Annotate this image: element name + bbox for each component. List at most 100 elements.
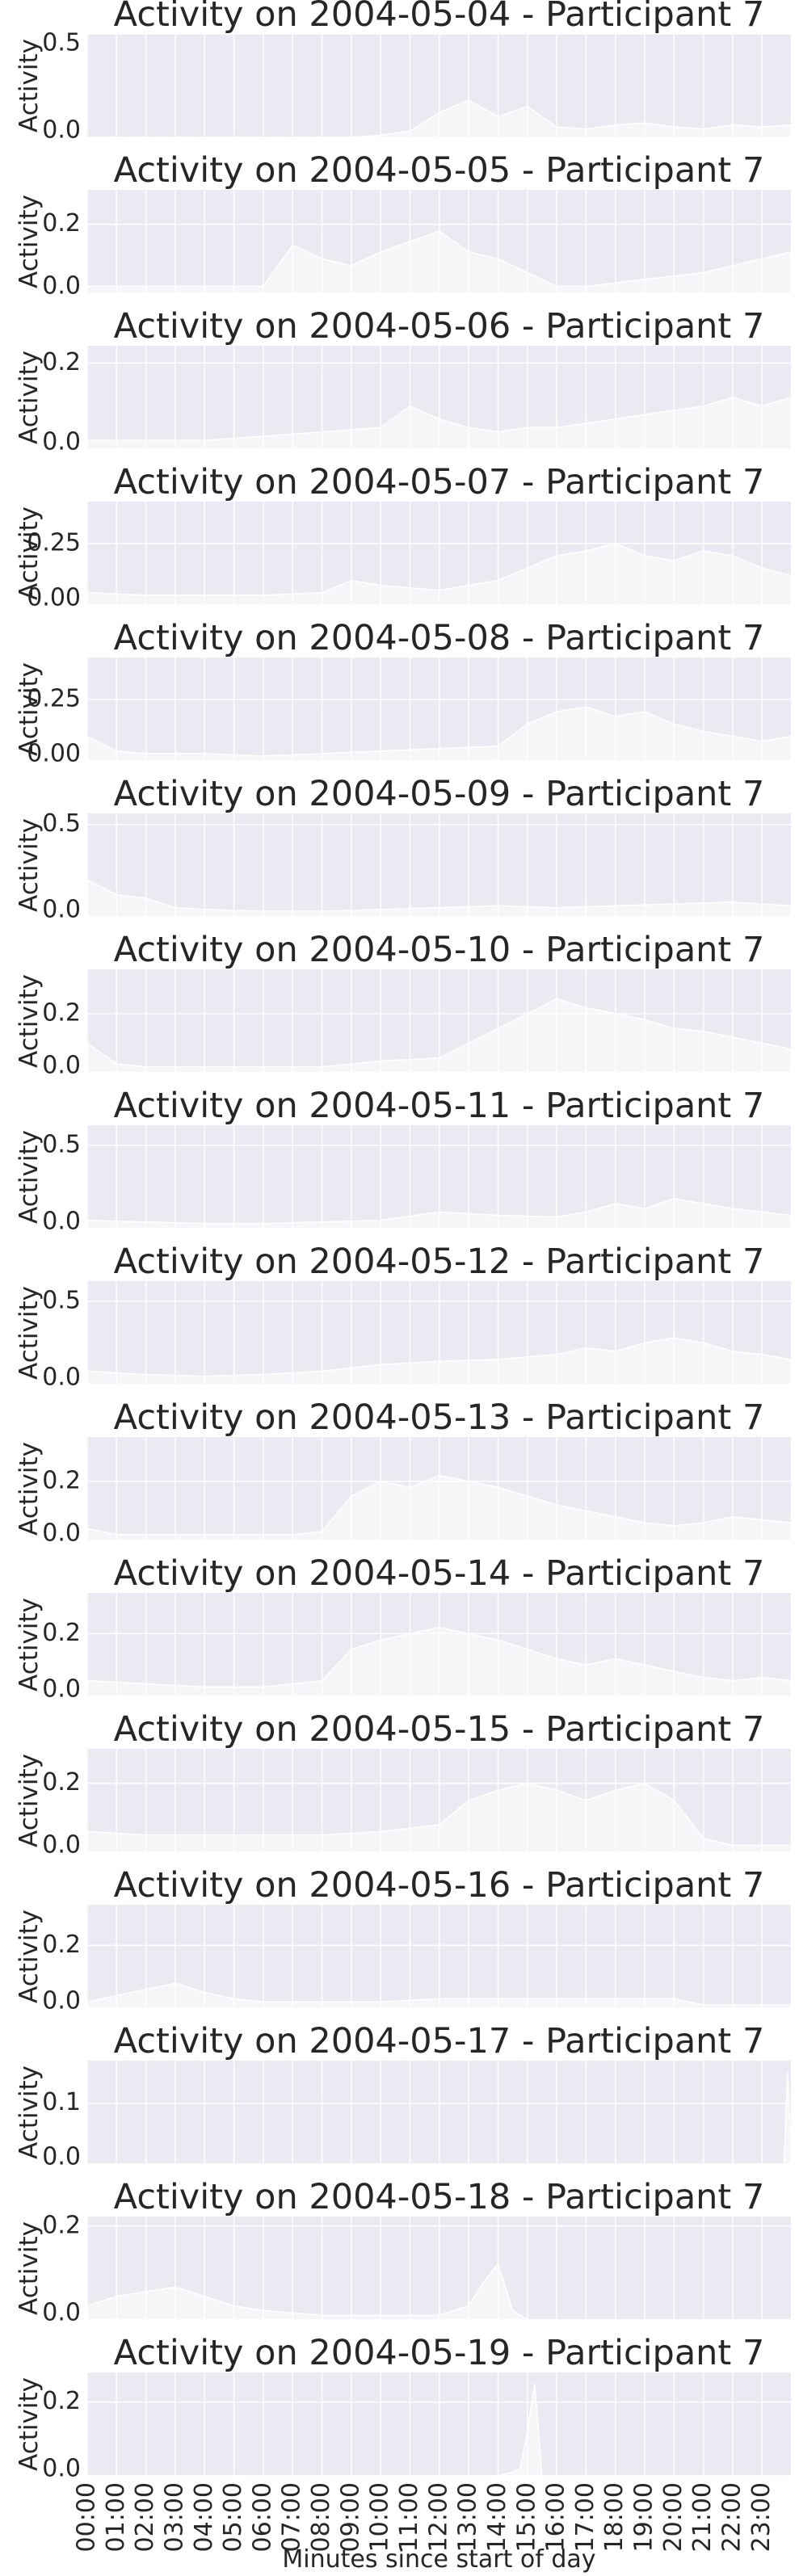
y-tick-label: 0.0 — [42, 1208, 81, 1236]
y-tick-label: 0.2 — [42, 1931, 81, 1959]
y-tick-label: 0.0 — [42, 1675, 81, 1704]
x-tick-label: 10:00 — [366, 2482, 394, 2552]
y-axis-label: Activity — [15, 195, 44, 288]
y-tick-label: 0.0 — [42, 116, 81, 145]
subplot-1: Activity on 2004-05-04 - Participant 7 Ac… — [15, 0, 792, 145]
subplot-title: Activity on 2004-05-13 - Participant 7 — [114, 1397, 765, 1438]
y-axis-label: Activity — [15, 818, 44, 912]
subplot-14: Activity on 2004-05-17 - Participant 7 Ac… — [15, 2021, 792, 2171]
x-tick-label: 20:00 — [659, 2482, 688, 2552]
x-tick-label: 03:00 — [160, 2482, 188, 2552]
subplot-title: Activity on 2004-05-18 - Participant 7 — [114, 2177, 765, 2217]
x-axis-label: Minutes since start of day — [282, 2545, 595, 2574]
x-tick-label: 18:00 — [600, 2482, 629, 2552]
subplot-title: Activity on 2004-05-19 - Participant 7 — [114, 2333, 765, 2373]
x-tick-label: 22:00 — [717, 2482, 746, 2552]
y-tick-label: 0.0 — [42, 1364, 81, 1392]
y-tick-label: 0.0 — [42, 2299, 81, 2327]
y-tick-label: 0.2 — [42, 998, 81, 1027]
y-axis-label: Activity — [15, 1130, 44, 1224]
activity-series — [86, 1626, 792, 1697]
y-tick-label: 0.5 — [42, 1286, 81, 1314]
y-tick-label: 0.1 — [42, 2088, 81, 2116]
y-axis-label: Activity — [15, 662, 44, 756]
activity-series — [86, 543, 792, 606]
subplot-3: Activity on 2004-05-06 - Participant 7 Ac… — [15, 306, 792, 456]
subplot-title: Activity on 2004-05-09 - Participant 7 — [114, 774, 765, 814]
x-tick-label: 01:00 — [102, 2482, 130, 2552]
activity-series — [87, 2383, 791, 2477]
subplot-title: Activity on 2004-05-16 - Participant 7 — [114, 1865, 765, 1906]
x-tick-label: 02:00 — [131, 2482, 159, 2552]
subplot-10: Activity on 2004-05-13 - Participant 7 Ac… — [15, 1397, 792, 1548]
y-tick-label: 0.0 — [42, 1831, 81, 1860]
x-tick-label: 00:00 — [73, 2482, 101, 2552]
activity-series — [86, 2262, 791, 2321]
subplot-title: Activity on 2004-05-12 - Participant 7 — [114, 1242, 765, 1282]
activity-series — [86, 706, 792, 762]
x-tick-label: 15:00 — [512, 2482, 540, 2552]
activity-series — [86, 1474, 792, 1541]
x-tick-label: 14:00 — [483, 2482, 511, 2552]
y-tick-label: 0.0 — [42, 272, 81, 300]
subplot-6: Activity on 2004-05-09 - Participant 7 Ac… — [15, 774, 792, 924]
y-tick-label: 0.2 — [42, 2387, 81, 2415]
subplot-title: Activity on 2004-05-10 - Participant 7 — [114, 930, 765, 970]
y-axis-label: Activity — [15, 2221, 44, 2315]
subplot-16: Activity on 2004-05-19 - Participant 7 Ac… — [15, 2333, 791, 2483]
subplot-2: Activity on 2004-05-05 - Participant 7 Ac… — [15, 150, 792, 300]
activity-series — [86, 879, 792, 918]
y-tick-label: 0.5 — [42, 29, 81, 57]
subplot-title: Activity on 2004-05-17 - Participant 7 — [114, 2021, 765, 2061]
activity-series — [86, 1782, 792, 1853]
subplot-title: Activity on 2004-05-14 - Participant 7 — [114, 1553, 765, 1594]
x-tick-label: 19:00 — [630, 2482, 658, 2552]
y-tick-label: 0.2 — [42, 1768, 81, 1796]
activity-series — [87, 99, 792, 138]
activity-series — [86, 998, 792, 1074]
x-tick-label: 04:00 — [190, 2482, 218, 2552]
x-tick-label: 09:00 — [336, 2482, 364, 2552]
y-tick-label: 0.00 — [27, 584, 81, 612]
y-tick-label: 0.25 — [27, 684, 81, 712]
y-tick-label: 0.0 — [42, 896, 81, 924]
activity-series — [86, 1198, 792, 1229]
x-tick-label: 07:00 — [278, 2482, 306, 2552]
y-tick-label: 0.2 — [42, 1466, 81, 1494]
y-tick-label: 0.0 — [42, 428, 81, 456]
y-tick-label: 0.25 — [27, 528, 81, 557]
y-axis-label: Activity — [15, 1286, 44, 1380]
subplot-5: Activity on 2004-05-08 - Participant 7 Ac… — [15, 618, 792, 768]
subplot-title: Activity on 2004-05-11 - Participant 7 — [114, 1086, 765, 1126]
y-axis-label: Activity — [15, 2065, 44, 2159]
y-axis-label: Activity — [15, 1442, 44, 1536]
subplot-12: Activity on 2004-05-15 - Participant 7 Ac… — [15, 1709, 792, 1860]
subplot-8: Activity on 2004-05-11 - Participant 7 Ac… — [15, 1086, 792, 1236]
subplot-11: Activity on 2004-05-14 - Participant 7 Ac… — [15, 1553, 792, 1704]
y-tick-label: 0.2 — [42, 2212, 81, 2240]
activity-series — [87, 2073, 792, 2165]
y-tick-label: 0.0 — [42, 1519, 81, 1548]
subplot-13: Activity on 2004-05-16 - Participant 7 Ac… — [15, 1865, 792, 2015]
subplot-title: Activity on 2004-05-06 - Participant 7 — [114, 306, 765, 347]
y-tick-label: 0.0 — [42, 2455, 81, 2483]
x-tick-label: 16:00 — [542, 2482, 570, 2552]
x-tick-label: 17:00 — [571, 2482, 599, 2552]
activity-series — [86, 1982, 792, 2009]
subplot-9: Activity on 2004-05-12 - Participant 7 Ac… — [15, 1242, 792, 1392]
x-tick-label: 08:00 — [307, 2482, 335, 2552]
x-tick-label: 23:00 — [747, 2482, 776, 2552]
x-tick-label: 13:00 — [454, 2482, 482, 2552]
x-tick-label: 12:00 — [424, 2482, 452, 2552]
activity-series — [86, 230, 792, 294]
y-axis-label: Activity — [15, 506, 44, 600]
subplot-4: Activity on 2004-05-07 - Participant 7 Ac… — [15, 462, 792, 612]
y-tick-label: 0.2 — [42, 209, 81, 237]
y-tick-label: 0.00 — [27, 740, 81, 768]
y-tick-label: 0.5 — [42, 809, 81, 838]
y-axis-label: Activity — [15, 1598, 44, 1691]
y-axis-label: Activity — [15, 351, 44, 444]
y-axis-label: Activity — [15, 1910, 44, 2003]
subplot-title: Activity on 2004-05-07 - Participant 7 — [114, 462, 765, 502]
